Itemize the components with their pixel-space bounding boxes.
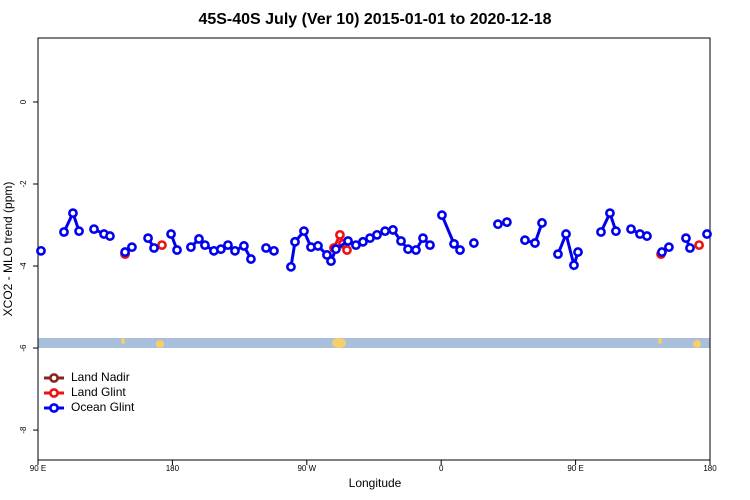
x-tick-label: 0 bbox=[439, 464, 444, 473]
land-spot bbox=[156, 340, 164, 348]
point bbox=[194, 234, 204, 244]
legend-marker bbox=[49, 373, 59, 383]
ocean-strip bbox=[38, 338, 710, 348]
point bbox=[313, 241, 323, 251]
point bbox=[469, 238, 479, 248]
point bbox=[331, 244, 341, 255]
point bbox=[261, 243, 271, 253]
point bbox=[702, 229, 712, 239]
point bbox=[239, 241, 249, 251]
point bbox=[120, 247, 130, 257]
point bbox=[358, 236, 368, 247]
series-line bbox=[64, 213, 707, 267]
legend-label: Ocean Glint bbox=[71, 400, 135, 414]
point bbox=[626, 224, 636, 235]
point bbox=[223, 240, 233, 251]
point bbox=[216, 244, 226, 255]
x-tick-label: 180 bbox=[166, 464, 180, 473]
chart-title: 45S-40S July (Ver 10) 2015-01-01 to 2020… bbox=[198, 11, 551, 28]
land-spot bbox=[332, 338, 346, 348]
point bbox=[418, 233, 428, 244]
point bbox=[157, 240, 167, 251]
point bbox=[530, 238, 540, 248]
legend-label: Land Glint bbox=[71, 385, 126, 399]
point bbox=[403, 244, 413, 255]
point bbox=[269, 245, 279, 256]
point bbox=[605, 208, 615, 219]
point bbox=[411, 245, 421, 255]
point bbox=[425, 240, 435, 251]
point bbox=[681, 233, 691, 244]
point bbox=[664, 242, 674, 253]
point bbox=[143, 233, 153, 244]
point bbox=[335, 229, 345, 240]
point bbox=[569, 260, 579, 271]
point bbox=[74, 226, 84, 237]
point bbox=[342, 245, 352, 255]
point bbox=[343, 236, 353, 246]
point bbox=[380, 226, 390, 237]
legend-label: Land Nadir bbox=[71, 370, 130, 384]
point bbox=[230, 245, 240, 256]
legend-marker bbox=[49, 388, 59, 398]
land-spot bbox=[658, 338, 662, 344]
y-tick-label: -4 bbox=[19, 262, 28, 270]
point bbox=[537, 218, 547, 228]
point bbox=[573, 247, 583, 257]
point bbox=[493, 219, 503, 230]
point bbox=[246, 254, 256, 264]
plot-frame bbox=[37, 37, 711, 461]
point bbox=[172, 245, 182, 255]
point bbox=[105, 231, 115, 241]
y-tick-label: -8 bbox=[19, 426, 28, 434]
point bbox=[290, 236, 300, 247]
y-axis-label: XCO2 - MLO trend (ppm) bbox=[1, 182, 15, 317]
point bbox=[186, 242, 196, 253]
x-axis-label: Longitude bbox=[349, 476, 402, 490]
point bbox=[89, 224, 99, 235]
point bbox=[36, 245, 46, 256]
land-spot bbox=[121, 338, 125, 344]
point bbox=[437, 210, 447, 221]
point bbox=[68, 208, 78, 219]
point bbox=[149, 243, 159, 253]
legend-marker bbox=[49, 403, 59, 413]
point bbox=[611, 226, 621, 237]
point bbox=[685, 243, 695, 253]
point bbox=[455, 245, 465, 255]
point bbox=[520, 235, 530, 246]
point bbox=[502, 217, 512, 228]
point bbox=[299, 226, 309, 237]
point bbox=[200, 240, 210, 251]
land-spot bbox=[693, 340, 701, 348]
y-tick-label: 0 bbox=[19, 99, 28, 104]
land-map-strip bbox=[38, 338, 710, 348]
y-tick-label: -6 bbox=[19, 344, 28, 352]
point bbox=[396, 236, 406, 246]
point bbox=[127, 242, 137, 253]
x-tick-label: 180 bbox=[703, 464, 717, 473]
point bbox=[326, 256, 336, 266]
point bbox=[553, 249, 563, 260]
x-tick-label: 90 E bbox=[567, 464, 583, 473]
point bbox=[286, 261, 296, 272]
point bbox=[596, 227, 606, 237]
point bbox=[694, 240, 704, 251]
point bbox=[449, 238, 459, 249]
point bbox=[166, 229, 176, 239]
point bbox=[642, 231, 652, 241]
point bbox=[657, 247, 667, 257]
point bbox=[561, 229, 571, 239]
x-tick-label: 90 E bbox=[30, 464, 46, 473]
point bbox=[59, 227, 69, 237]
y-tick-label: -2 bbox=[19, 180, 28, 188]
x-tick-label: 90 W bbox=[297, 464, 316, 473]
point bbox=[372, 229, 382, 240]
point bbox=[388, 225, 398, 235]
